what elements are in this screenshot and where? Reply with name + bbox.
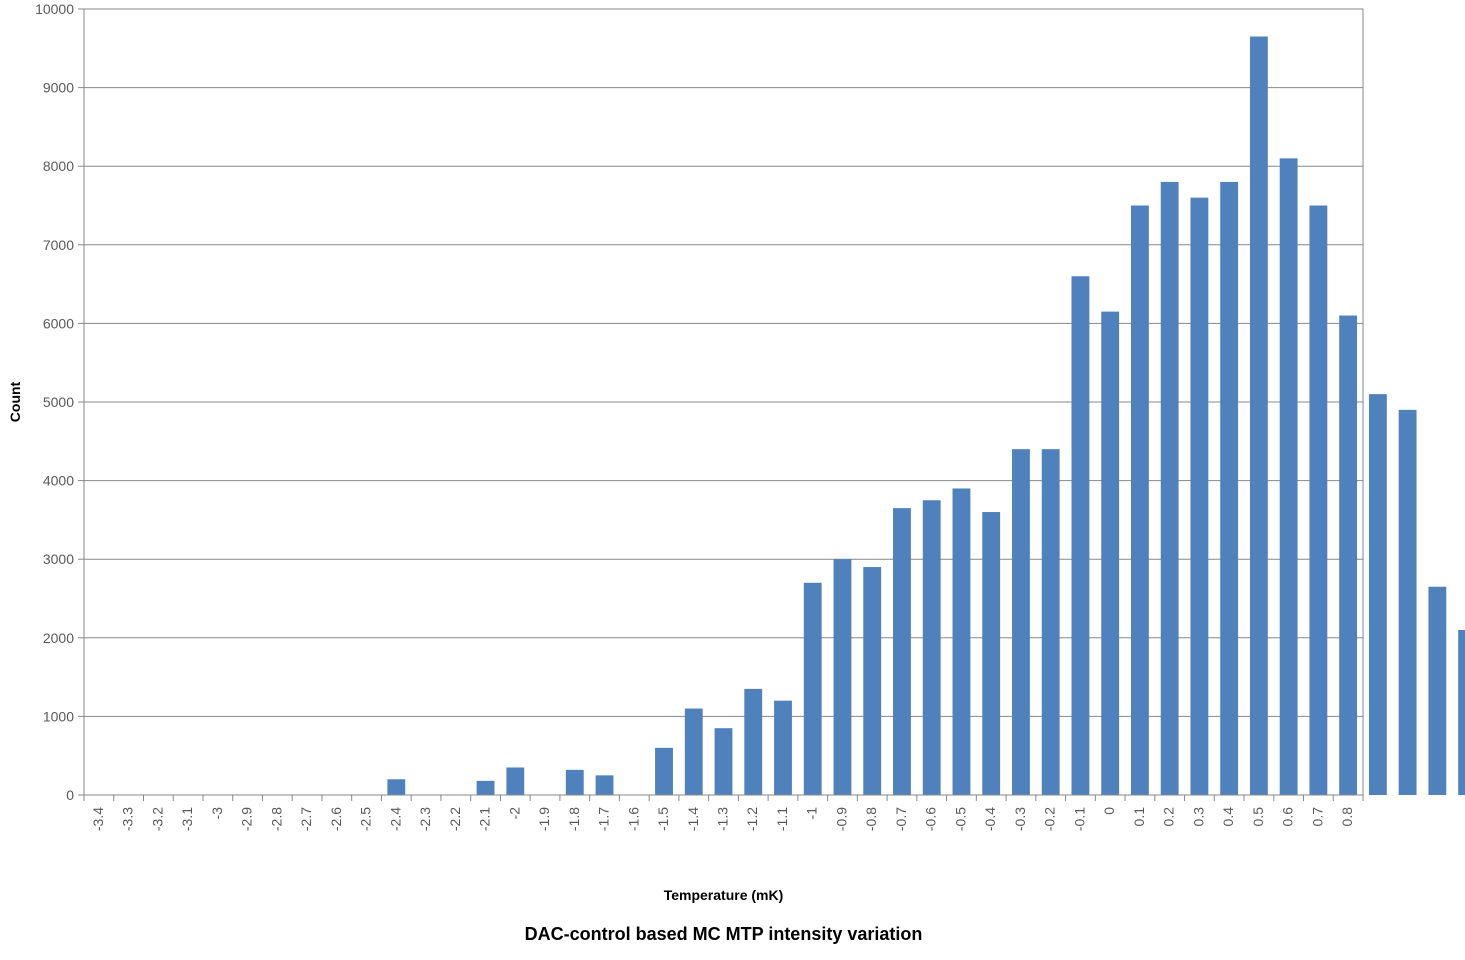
histogram-bar: [1190, 198, 1208, 795]
x-tick-label: -2.5: [358, 807, 374, 831]
histogram-bar: [1161, 182, 1179, 795]
histogram-chart: 0 1000 2000 3000 4000 5000 6000 7000 8000 9000 100…: [0, 0, 1465, 960]
histogram-bar: [477, 781, 495, 795]
histogram-bar: [1309, 206, 1327, 796]
histogram-bar: [1458, 630, 1465, 795]
histogram-bar: [655, 748, 673, 795]
x-tick-label: -1.7: [596, 807, 612, 831]
histogram-bar: [1131, 206, 1149, 796]
histogram-bar: [566, 770, 584, 795]
x-tick-label: -1.8: [566, 807, 582, 831]
x-tick-label: 0: [1101, 807, 1117, 815]
x-tick-label: -3.3: [120, 807, 136, 831]
x-tick-label: -2: [506, 807, 522, 820]
histogram-bar: [1220, 182, 1238, 795]
x-tick-label: -0.8: [863, 807, 879, 831]
x-tick-label: -2.9: [239, 807, 255, 831]
x-tick-label: -0.1: [1071, 807, 1087, 831]
histogram-bar: [1250, 37, 1268, 795]
x-tick-label: -0.6: [923, 807, 939, 831]
histogram-bar: [982, 512, 1000, 795]
chart-title: DAC-control based MC MTP intensity varia…: [525, 924, 923, 944]
histogram-bar: [1072, 276, 1090, 795]
x-tick-label: -1.9: [536, 807, 552, 831]
y-tick-label: 3000: [43, 551, 74, 567]
x-tick-label: -1.1: [774, 807, 790, 831]
x-tick-label: -0.7: [893, 807, 909, 831]
x-tick-label: -2.2: [447, 807, 463, 831]
histogram-bar: [863, 567, 881, 795]
x-axis-label: Temperature (mK): [664, 887, 784, 903]
x-tick-label: -0.4: [982, 807, 998, 831]
x-tick-label: -1.3: [715, 807, 731, 831]
histogram-bar: [1012, 449, 1030, 795]
x-tick-label: -1: [804, 807, 820, 820]
y-tick-label: 6000: [43, 315, 74, 331]
y-tick-label: 0: [66, 787, 74, 803]
x-tick-label: -3.4: [90, 807, 106, 831]
histogram-bar: [804, 583, 822, 795]
x-tick-label: 0.6: [1280, 807, 1296, 827]
histogram-bar: [715, 728, 733, 795]
histogram-bar: [774, 701, 792, 795]
x-tick-label: -0.5: [952, 807, 968, 831]
x-tick-label: 0.3: [1190, 807, 1206, 827]
y-tick-label: 9000: [43, 80, 74, 96]
x-tick-label: -2.1: [477, 807, 493, 831]
x-tick-label: -1.5: [655, 807, 671, 831]
histogram-bar: [387, 779, 405, 795]
x-tick-label: 0.1: [1131, 807, 1147, 827]
x-tick-label: -3: [209, 807, 225, 820]
histogram-bar: [1428, 587, 1446, 795]
y-tick-label: 7000: [43, 237, 74, 253]
x-tick-label: 0.4: [1220, 807, 1236, 827]
x-tick-label: 0.7: [1309, 807, 1325, 827]
x-tick-label: 0.8: [1339, 807, 1355, 827]
x-tick-label: -2.7: [298, 807, 314, 831]
x-tick-label: -1.2: [744, 807, 760, 831]
histogram-bar: [744, 689, 762, 795]
histogram-bar: [923, 500, 941, 795]
x-tick-label: 0.2: [1161, 807, 1177, 827]
y-tick-label: 10000: [35, 1, 74, 17]
y-tick-label: 2000: [43, 630, 74, 646]
y-tick-label: 4000: [43, 473, 74, 489]
histogram-bar: [1399, 410, 1417, 795]
histogram-bar: [596, 775, 614, 795]
y-tick-label: 5000: [43, 394, 74, 410]
histogram-bar: [1369, 394, 1387, 795]
y-tick-label: 1000: [43, 708, 74, 724]
y-axis-label: Count: [7, 381, 23, 422]
x-tick-label: 0.5: [1250, 807, 1266, 827]
x-tick-label: -1.4: [685, 807, 701, 831]
histogram-bar: [685, 709, 703, 795]
histogram-bar: [1101, 312, 1119, 795]
y-tick-label: 8000: [43, 158, 74, 174]
x-tick-label: -3.1: [179, 807, 195, 831]
chart-svg: 0 1000 2000 3000 4000 5000 6000 7000 8000 9000 100…: [0, 0, 1465, 960]
histogram-bar: [893, 508, 911, 795]
x-tick-label: -2.6: [328, 807, 344, 831]
histogram-bar: [953, 488, 971, 795]
x-tick-label: -2.4: [387, 807, 403, 831]
x-tick-label: -1.6: [625, 807, 641, 831]
histogram-bar: [1280, 158, 1298, 795]
x-tick-label: -2.8: [268, 807, 284, 831]
x-tick-label: -0.2: [1042, 807, 1058, 831]
x-tick-label: -0.3: [1012, 807, 1028, 831]
histogram-bar: [1339, 316, 1357, 795]
histogram-bar: [506, 767, 524, 795]
x-tick-label: -0.9: [833, 807, 849, 831]
x-tick-label: -2.3: [417, 807, 433, 831]
histogram-bar: [1042, 449, 1060, 795]
histogram-bar: [834, 559, 852, 795]
x-tick-label: -3.2: [149, 807, 165, 831]
